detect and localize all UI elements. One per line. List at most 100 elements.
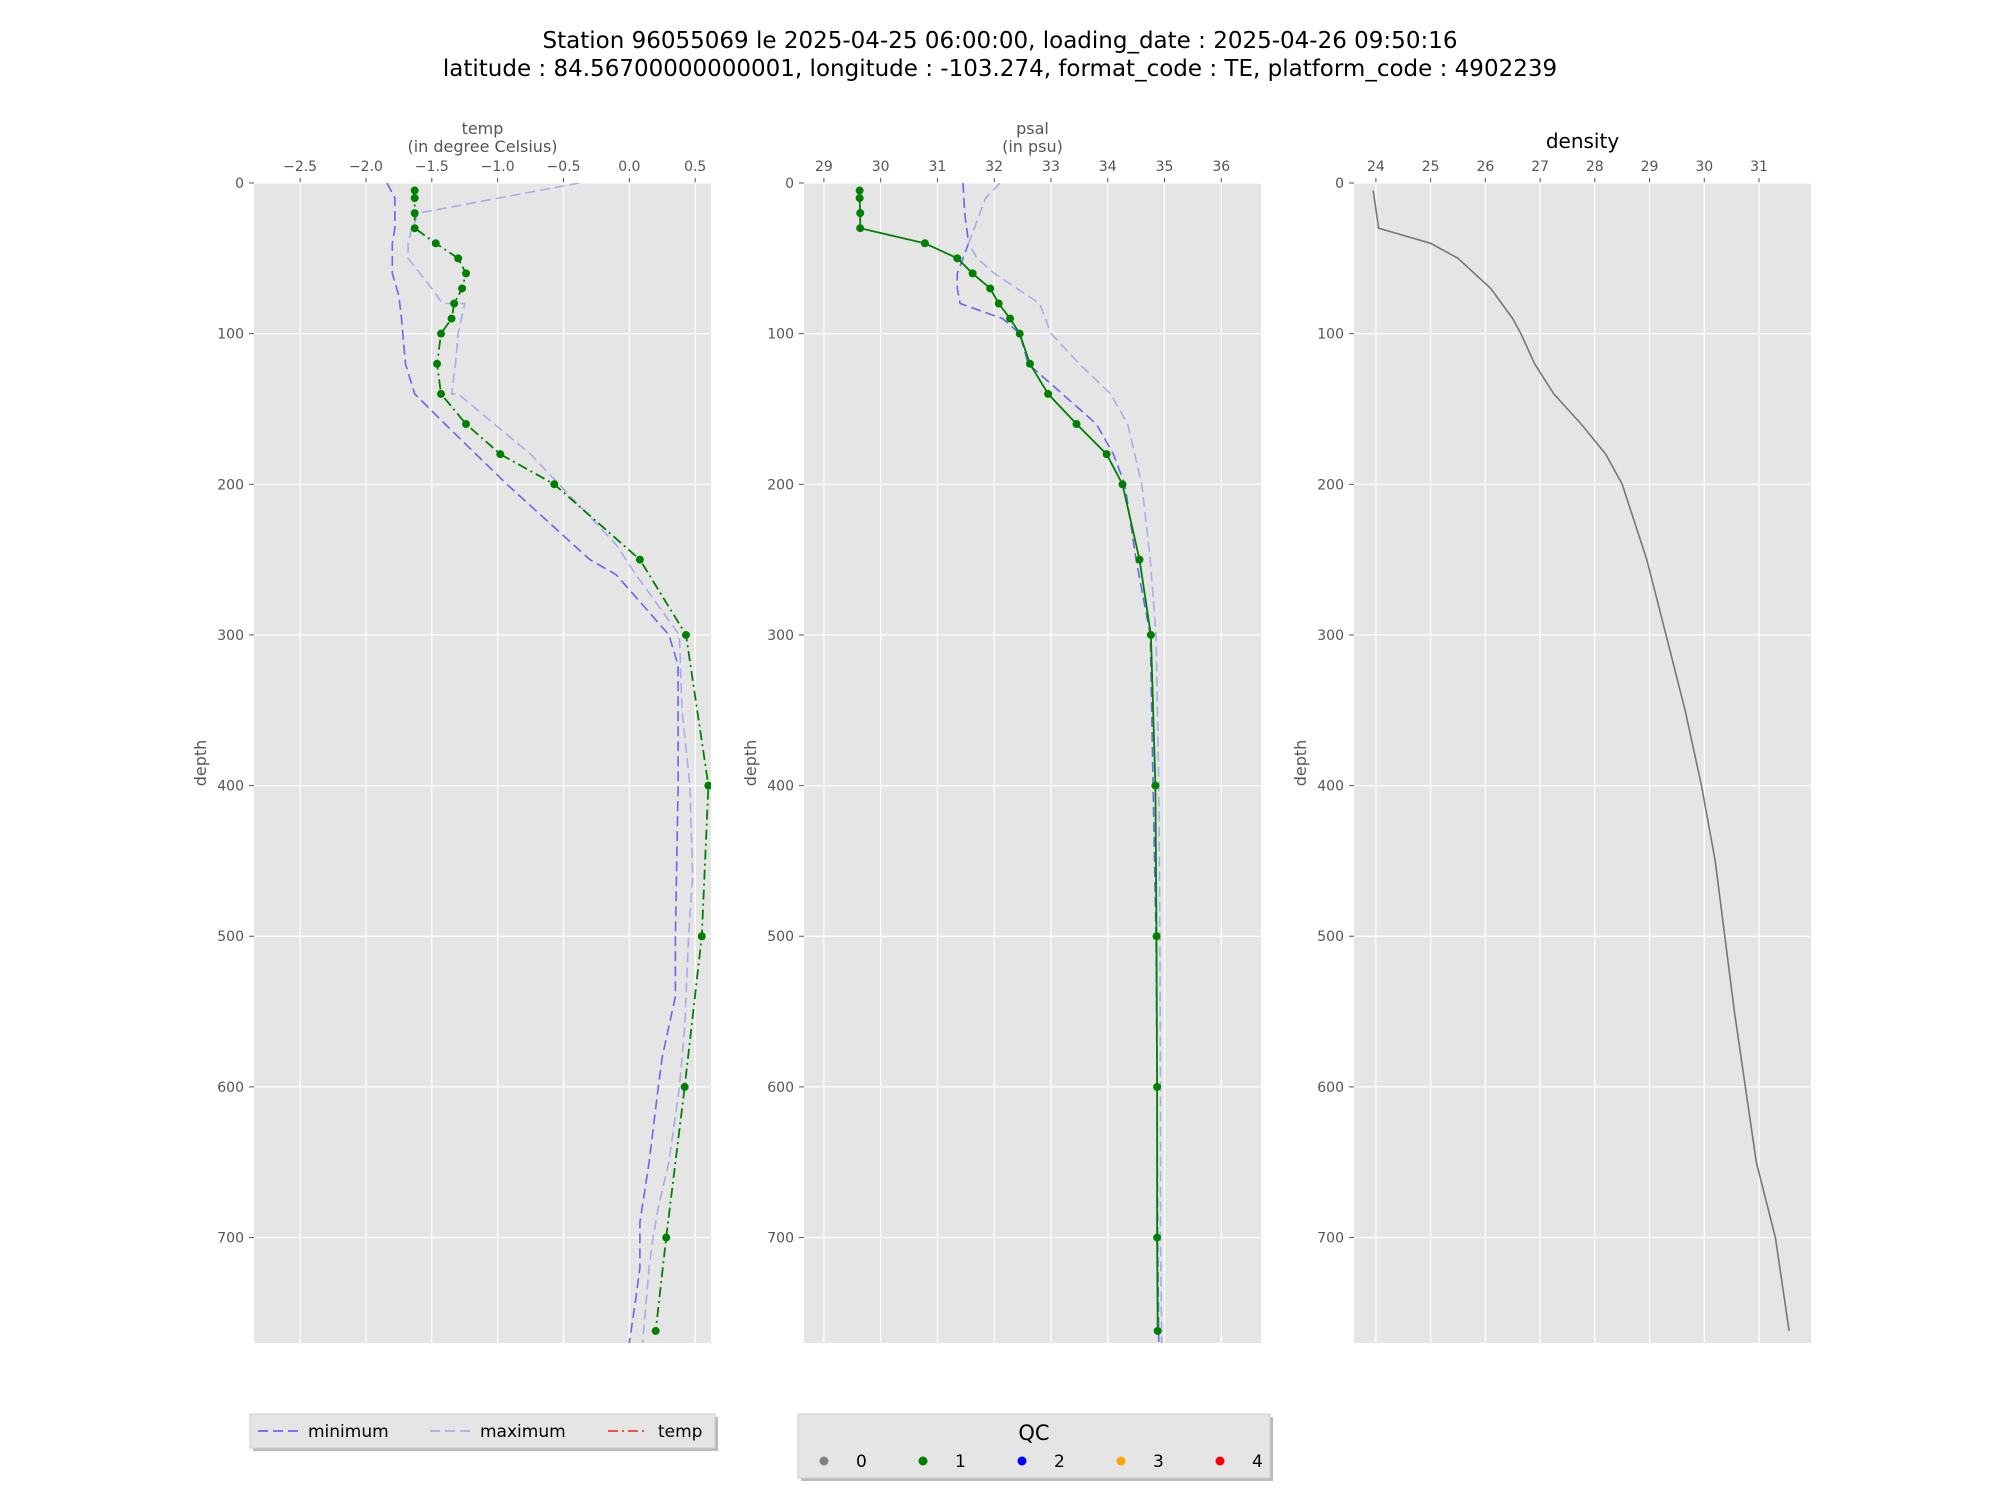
chart-0-x-tick-label: −0.5: [546, 159, 580, 175]
chart-1-series-psal-point: [1146, 630, 1155, 639]
chart-2-y-tick-label: 100: [1317, 327, 1344, 343]
chart-1-x-tick-label: 30: [872, 159, 890, 175]
chart-1-y-tick-label: 600: [767, 1080, 794, 1096]
chart-1-series-psal-point: [1135, 555, 1144, 564]
chart-2-series-group: [1372, 190, 1790, 1332]
qc-legend-marker: [1215, 1456, 1225, 1466]
chart-1-y-tick-label: 500: [767, 929, 794, 945]
chart-0-series-temp-point: [447, 314, 456, 323]
chart-0-plot-area: [254, 183, 711, 1343]
chart-0-series-temp-point: [697, 932, 706, 941]
qc-legend-marker: [819, 1456, 829, 1466]
chart-1-series-psal-point: [1102, 450, 1111, 459]
chart-0-y-axis-label: depth: [191, 740, 210, 787]
chart-2-x-tick-label: 24: [1367, 159, 1385, 175]
chart-0-y-tick-label: 100: [217, 327, 244, 343]
chart-2-title: density: [1546, 129, 1619, 153]
chart-1-series-group: [855, 183, 1163, 1343]
chart-2-y-tick-label: 400: [1317, 779, 1344, 795]
chart-2-x-tick-label: 30: [1695, 159, 1713, 175]
temperature-panel: −2.5 −2.0 −1.5 −1.0 −0.5 0.0 0.5 0 100 200 300 400 5…: [191, 119, 711, 1343]
chart-2-y-tick-label: 700: [1317, 1231, 1344, 1247]
chart-0-y-tick-label: 600: [217, 1080, 244, 1096]
chart-0-series-maximum-line: [407, 183, 694, 1343]
figure-title-line-1: Station 96055069 le 2025-04-25 06:00:00,…: [543, 28, 1458, 54]
chart-0-y-tick-label: 0: [235, 176, 244, 192]
chart-0-series-temp-point: [410, 209, 419, 218]
chart-0-x-axis-unit: (in degree Celsius): [407, 137, 557, 156]
chart-1-y-tick-label: 200: [767, 477, 794, 493]
chart-1-series-psal-point: [986, 284, 995, 293]
chart-1-series-psal-point: [968, 269, 977, 278]
chart-1-plot-area: [804, 183, 1261, 1343]
chart-0-x-axis-label: temp: [462, 119, 504, 138]
chart-0-series-temp-point: [496, 450, 505, 459]
chart-2-x-tick-label: 28: [1586, 159, 1604, 175]
qc-legend-label: 1: [955, 1452, 966, 1472]
chart-0-y-tick-label: 300: [217, 628, 244, 644]
chart-0-series-temp-point: [462, 269, 471, 278]
chart-1-series-psal-point: [1153, 1082, 1162, 1091]
qc-legend: QC 0 1 2 3 4: [797, 1413, 1273, 1481]
chart-0-series-temp-point: [458, 284, 467, 293]
chart-0-series-temp-point: [680, 1082, 689, 1091]
chart-1-series-psal-point: [1151, 781, 1160, 790]
chart-1-y-tick-label: 0: [785, 176, 794, 192]
chart-1-x-tick-label: 33: [1042, 159, 1060, 175]
chart-1-series-psal-point: [1153, 1326, 1162, 1335]
qc-legend-marker: [1116, 1456, 1126, 1466]
chart-0-series-temp-point: [651, 1326, 660, 1335]
chart-1-x-tick-label: 32: [985, 159, 1003, 175]
chart-2-x-tick-label: 27: [1531, 159, 1549, 175]
chart-0-series-temp-point: [704, 781, 711, 790]
chart-1-x-axis-unit: (in psu): [1002, 137, 1063, 156]
chart-2-y-tick-label: 200: [1317, 477, 1344, 493]
chart-0-x-tick-label: −1.5: [415, 159, 449, 175]
chart-1-series-psal-point: [855, 194, 864, 203]
chart-2-y-tick-label: 0: [1335, 176, 1344, 192]
line-style-legend: minimum maximum temp: [249, 1413, 718, 1451]
line-legend-label: maximum: [480, 1422, 566, 1442]
chart-0-y-tick-label: 400: [217, 779, 244, 795]
chart-1-series-maximum-line: [967, 183, 1163, 1343]
chart-1-y-axis-label: depth: [741, 740, 760, 787]
chart-0-series-minimum-line: [386, 183, 679, 1343]
line-legend-label: temp: [658, 1422, 702, 1442]
chart-0-series-group: [386, 183, 711, 1343]
salinity-panel: 29 30 31 32 33 34 35 36 0 100 200 300 400 500 600 700 de…: [741, 119, 1261, 1343]
chart-2-y-tick-label: 600: [1317, 1080, 1344, 1096]
qc-legend-label: 2: [1054, 1452, 1065, 1472]
chart-1-series-psal-point: [1006, 314, 1015, 323]
chart-0-series-temp-point: [462, 420, 471, 429]
chart-1-series-minimum-line: [956, 183, 1160, 1343]
qc-legend-label: 0: [856, 1452, 867, 1472]
figure-title-line-2: latitude : 84.56700000000001, longitude …: [443, 56, 1557, 82]
chart-2-x-tick-label: 29: [1641, 159, 1659, 175]
chart-1-series-psal-point: [855, 186, 864, 195]
chart-2-x-tick-label: 31: [1750, 159, 1768, 175]
chart-0-series-temp-point: [410, 224, 419, 233]
chart-1-x-tick-label: 29: [815, 159, 833, 175]
chart-1-series-psal-point: [1015, 329, 1024, 338]
qc-legend-label: 3: [1153, 1452, 1164, 1472]
chart-1-series-psal-point: [1025, 359, 1034, 368]
chart-2-x-tick-label: 26: [1476, 159, 1494, 175]
chart-0-series-temp-point: [437, 329, 446, 338]
chart-0-series-temp-point: [410, 194, 419, 203]
chart-1-series-psal-point: [856, 209, 865, 218]
qc-legend-box: [797, 1413, 1271, 1479]
chart-1-y-tick-label: 400: [767, 779, 794, 795]
chart-1-series-psal-point: [856, 224, 865, 233]
chart-1-x-tick-label: 34: [1099, 159, 1117, 175]
chart-0-x-tick-label: 0.5: [684, 159, 706, 175]
chart-1-x-tick-label: 36: [1212, 159, 1230, 175]
chart-0-x-tick-label: −2.0: [349, 159, 383, 175]
chart-1-y-tick-label: 700: [767, 1231, 794, 1247]
qc-legend-label: 4: [1252, 1452, 1263, 1472]
chart-1-series-psal-point: [1072, 420, 1081, 429]
qc-legend-marker: [918, 1456, 928, 1466]
qc-legend-title: QC: [1018, 1421, 1049, 1445]
line-legend-label: minimum: [308, 1422, 389, 1442]
chart-2-series-density-line: [1372, 190, 1790, 1332]
